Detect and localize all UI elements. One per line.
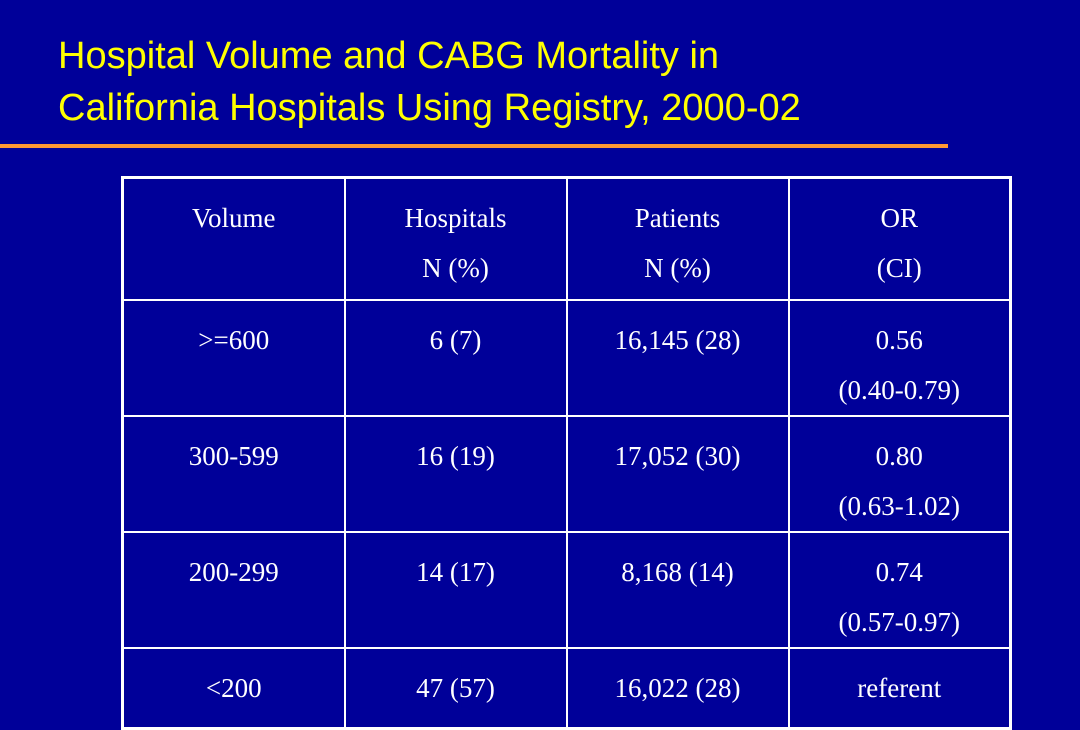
header-hospitals-sublabel: N (%)	[422, 253, 489, 283]
title-line-1: Hospital Volume and CABG Mortality in	[58, 35, 720, 77]
cell-patients: 16,022 (28)	[565, 647, 790, 730]
header-patients-label: Patients	[634, 203, 721, 233]
cell-patients: 8,168 (14)	[565, 531, 790, 649]
or-value: 0.56	[875, 325, 923, 355]
ci-value: (0.40-0.79)	[838, 375, 960, 405]
table-row: >=600 6 (7) 16,145 (28) 0.56 (0.40-0.79)	[121, 299, 1012, 417]
cell-or: 0.56 (0.40-0.79)	[787, 299, 1012, 417]
cell-volume: 300-599	[121, 415, 346, 533]
or-value: 0.80	[875, 441, 923, 471]
header-volume: Volume	[121, 176, 346, 301]
volume-mortality-table: Volume Hospitals N (%) Patients N (%) OR…	[121, 176, 1012, 730]
table-header-row: Volume Hospitals N (%) Patients N (%) OR…	[121, 176, 1012, 301]
cell-or: referent	[787, 647, 1012, 730]
table-row: 300-599 16 (19) 17,052 (30) 0.80 (0.63-1…	[121, 415, 1012, 533]
cell-hospitals: 47 (57)	[343, 647, 568, 730]
cell-volume: <200	[121, 647, 346, 730]
header-patients-sublabel: N (%)	[644, 253, 711, 283]
header-or-label: OR	[880, 203, 918, 233]
header-or-sublabel: (CI)	[876, 253, 922, 283]
cell-or: 0.74 (0.57-0.97)	[787, 531, 1012, 649]
cell-patients: 16,145 (28)	[565, 299, 790, 417]
header-patients: Patients N (%)	[565, 176, 790, 301]
cell-volume: >=600	[121, 299, 346, 417]
header-volume-label: Volume	[191, 203, 276, 233]
header-or: OR (CI)	[787, 176, 1012, 301]
ci-value: (0.63-1.02)	[838, 491, 960, 521]
or-value: referent	[857, 673, 942, 703]
header-hospitals: Hospitals N (%)	[343, 176, 568, 301]
or-value: 0.74	[875, 557, 923, 587]
table-row: 200-299 14 (17) 8,168 (14) 0.74 (0.57-0.…	[121, 531, 1012, 649]
cell-hospitals: 14 (17)	[343, 531, 568, 649]
cell-patients: 17,052 (30)	[565, 415, 790, 533]
table-row: <200 47 (57) 16,022 (28) referent	[121, 647, 1012, 730]
header-hospitals-label: Hospitals	[404, 203, 507, 233]
cell-volume: 200-299	[121, 531, 346, 649]
ci-value: (0.57-0.97)	[838, 607, 960, 637]
slide-title: Hospital Volume and CABG Mortality in Ca…	[58, 30, 1018, 134]
cell-hospitals: 6 (7)	[343, 299, 568, 417]
cell-or: 0.80 (0.63-1.02)	[787, 415, 1012, 533]
title-underline	[0, 144, 948, 148]
cell-hospitals: 16 (19)	[343, 415, 568, 533]
title-line-2: California Hospitals Using Registry, 200…	[58, 87, 801, 129]
